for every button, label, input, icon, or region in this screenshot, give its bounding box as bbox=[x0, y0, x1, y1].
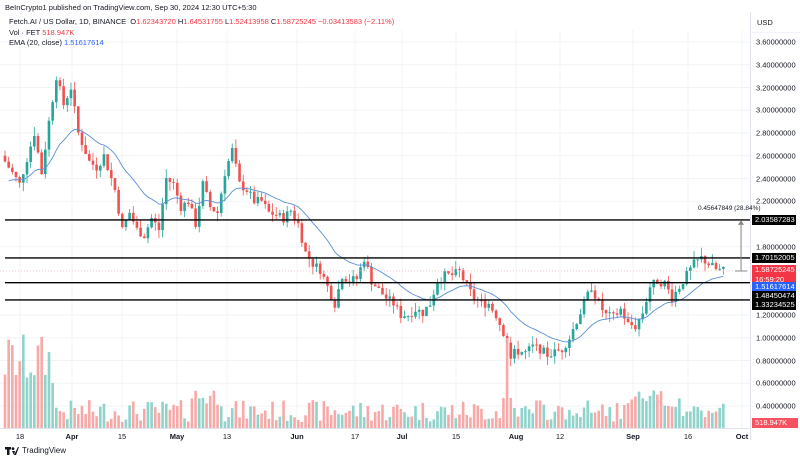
high-value: 1.64531755 bbox=[183, 17, 223, 26]
volume-row: Vol · FET 518.947K bbox=[9, 27, 75, 37]
symbol-title: Fetch.AI / US Dollar, 1D, BINANCE bbox=[9, 17, 127, 26]
chart-legend: Fetch.AI / US Dollar, 1D, BINANCE O1.623… bbox=[9, 17, 394, 49]
price-tick: 0.80000000 bbox=[756, 356, 796, 365]
price-tick: 1.80000000 bbox=[756, 242, 796, 252]
price-tick: 2.40000000 bbox=[756, 174, 796, 183]
ema-row: EMA (20, close) 1.51617614 bbox=[9, 38, 104, 47]
time-tick: 16 bbox=[683, 432, 693, 441]
brand-name: TradingView bbox=[22, 446, 67, 455]
tradingview-brand[interactable]: TradingView bbox=[5, 446, 66, 455]
time-tick: Sep bbox=[626, 432, 640, 441]
measure-label: 0.45647849 (28.84%) bbox=[698, 205, 761, 212]
change-value: −0.03413583 (−2.11%) bbox=[318, 17, 395, 26]
time-tick: Aug bbox=[508, 432, 524, 441]
price-tick: 0.40000000 bbox=[756, 401, 796, 411]
time-tick: 18 bbox=[15, 432, 25, 441]
time-tick: Apr bbox=[65, 432, 79, 441]
countdown-timer: 16:59:20 bbox=[755, 275, 785, 284]
time-tick: 15 bbox=[117, 432, 127, 441]
level-label-1485: 1.48450474 bbox=[752, 291, 796, 301]
level-label-2036: 2.03587283 bbox=[752, 215, 796, 225]
current-price-label: 1.58725245 16:59:20 bbox=[752, 265, 796, 285]
open-value: 1.62343720 bbox=[136, 17, 176, 26]
price-tick: 1.00000000 bbox=[756, 333, 796, 343]
ema-price-label: 1.51617614 bbox=[752, 282, 796, 292]
price-tick: 3.20000000 bbox=[756, 83, 796, 92]
low-value: 1.52413958 bbox=[229, 17, 269, 26]
price-tick: 2.20000000 bbox=[756, 196, 796, 206]
time-tick: 12 bbox=[555, 432, 565, 441]
level-label-1332: 1.33234525 bbox=[752, 300, 796, 310]
close-value: 1.58725245 bbox=[276, 17, 316, 26]
price-tick: 3.00000000 bbox=[756, 105, 796, 115]
time-tick: Jun bbox=[290, 432, 304, 441]
price-tick: 2.60000000 bbox=[756, 151, 796, 161]
time-tick: 15 bbox=[451, 432, 461, 441]
price-tick: 2.80000000 bbox=[756, 128, 796, 138]
currency-label: USD bbox=[757, 18, 773, 27]
published-note: BeInCrypto1 published on TradingView.com… bbox=[5, 3, 257, 12]
volume-axis-label: 518.947K bbox=[752, 418, 798, 428]
price-tick: 0.60000000 bbox=[756, 378, 796, 388]
level-label-1702: 1.70152005 bbox=[752, 253, 796, 263]
price-axis-header bbox=[751, 12, 800, 33]
time-tick: Jul bbox=[396, 432, 408, 441]
volume-value: 518.947K bbox=[42, 27, 75, 37]
time-tick: 13 bbox=[222, 432, 232, 441]
price-tick: 1.20000000 bbox=[756, 310, 796, 320]
time-tick: 17 bbox=[350, 432, 360, 441]
tradingview-logo-icon bbox=[5, 446, 19, 455]
time-tick: Oct bbox=[735, 432, 749, 441]
time-tick: May bbox=[169, 432, 185, 441]
price-tick: 3.40000000 bbox=[756, 60, 796, 70]
price-tick: 3.60000000 bbox=[756, 37, 796, 47]
ema-value: 1.51617614 bbox=[64, 38, 104, 47]
symbol-row: Fetch.AI / US Dollar, 1D, BINANCE O1.623… bbox=[9, 17, 395, 26]
